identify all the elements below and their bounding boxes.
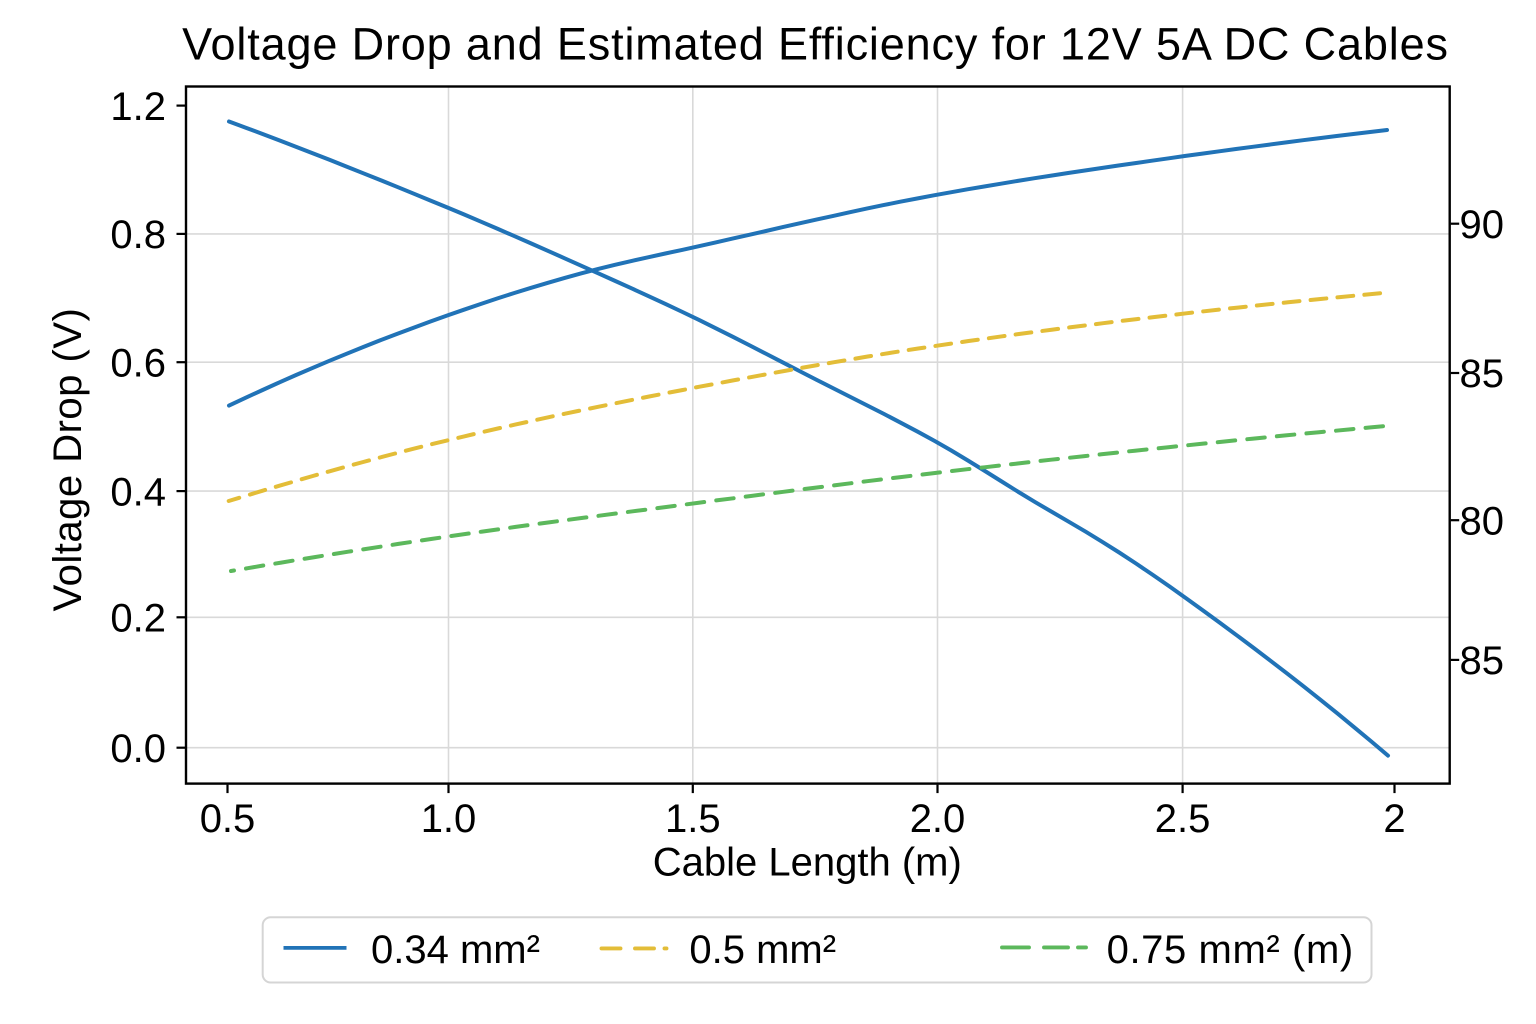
svg-text:2: 2 — [1383, 797, 1405, 841]
svg-text:0.0: 0.0 — [110, 727, 166, 771]
svg-text:1.2: 1.2 — [110, 85, 166, 129]
svg-text:1.5: 1.5 — [665, 797, 721, 841]
svg-text:Cable Length (m): Cable Length (m) — [653, 841, 962, 885]
svg-text:2.5: 2.5 — [1155, 797, 1211, 841]
svg-text:0.5: 0.5 — [200, 797, 256, 841]
svg-text:Voltage Drop and Estimated Eff: Voltage Drop and Estimated Efficiency fo… — [182, 19, 1449, 70]
svg-text:2.0: 2.0 — [910, 797, 966, 841]
svg-text:0.2: 0.2 — [110, 597, 166, 641]
svg-text:1.0: 1.0 — [421, 797, 477, 841]
svg-text:80: 80 — [1460, 499, 1505, 543]
svg-text:0.5 mm²: 0.5 mm² — [689, 928, 836, 972]
svg-text:Voltage Drop (V): Voltage Drop (V) — [46, 308, 90, 612]
svg-text:0.34 mm²: 0.34 mm² — [371, 928, 540, 972]
svg-text:85: 85 — [1460, 352, 1505, 396]
svg-text:0.4: 0.4 — [110, 470, 166, 514]
svg-text:0.6: 0.6 — [110, 341, 166, 385]
svg-text:0.75 mm² (m): 0.75 mm² (m) — [1107, 928, 1354, 972]
svg-text:85: 85 — [1460, 639, 1505, 683]
svg-text:0.8: 0.8 — [110, 213, 166, 257]
svg-text:90: 90 — [1460, 203, 1505, 247]
